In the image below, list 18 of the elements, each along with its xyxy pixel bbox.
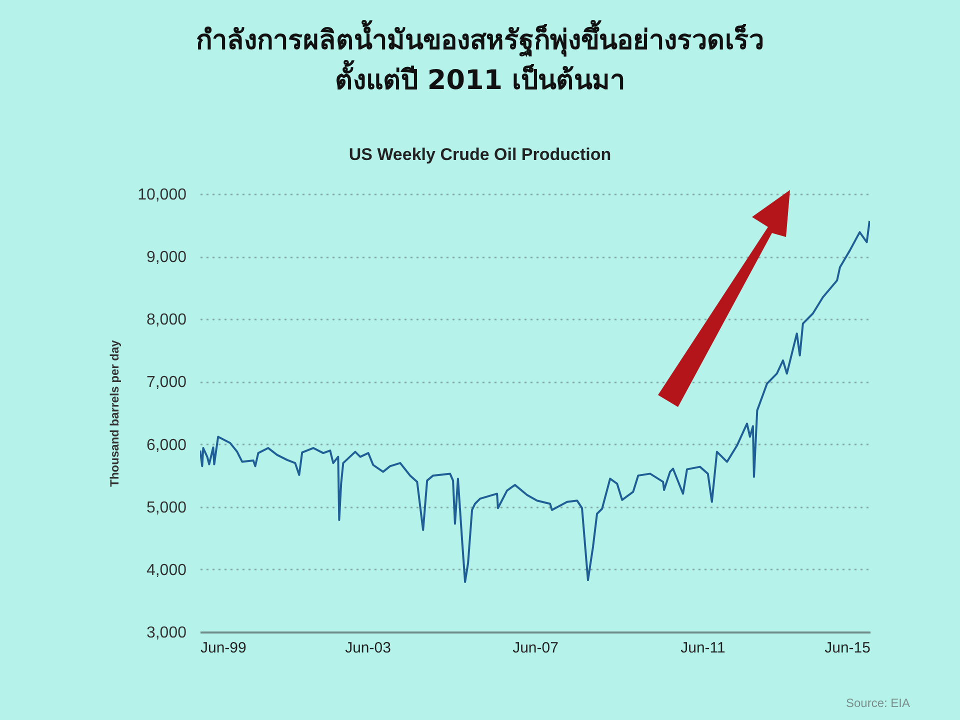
y-tick-label: 8,000 xyxy=(146,312,187,329)
line-series xyxy=(200,220,870,583)
source-note: Source: EIA xyxy=(846,696,910,710)
x-tick-label: Jun-03 xyxy=(345,640,391,656)
x-tick-label: Jun-15 xyxy=(824,640,870,656)
y-axis-title: Thousand barrels per day xyxy=(108,340,122,487)
x-tick-label: Jun-99 xyxy=(200,640,246,656)
y-tick-label: 5,000 xyxy=(146,499,187,516)
y-tick-label: 10,000 xyxy=(138,186,187,204)
y-tick-label: 7,000 xyxy=(146,374,187,392)
y-tick-label: 6,000 xyxy=(146,436,187,454)
x-tick-label: Jun-11 xyxy=(680,640,726,656)
y-tick-label: 4,000 xyxy=(146,562,187,579)
y-tick-label: 9,000 xyxy=(146,249,187,266)
x-tick-label: Jun-07 xyxy=(512,640,558,656)
y-tick-label: 3,000 xyxy=(146,624,187,642)
chart-subtitle: US Weekly Crude Oil Production xyxy=(348,145,612,164)
chart-title: กำลังการผลิตน้ำมันของสหรัฐก็พุ่งขึ้นอย่างรวดเร็ว ตั้งแต่ปี 2011 เป็นต้นมา xyxy=(196,19,764,96)
